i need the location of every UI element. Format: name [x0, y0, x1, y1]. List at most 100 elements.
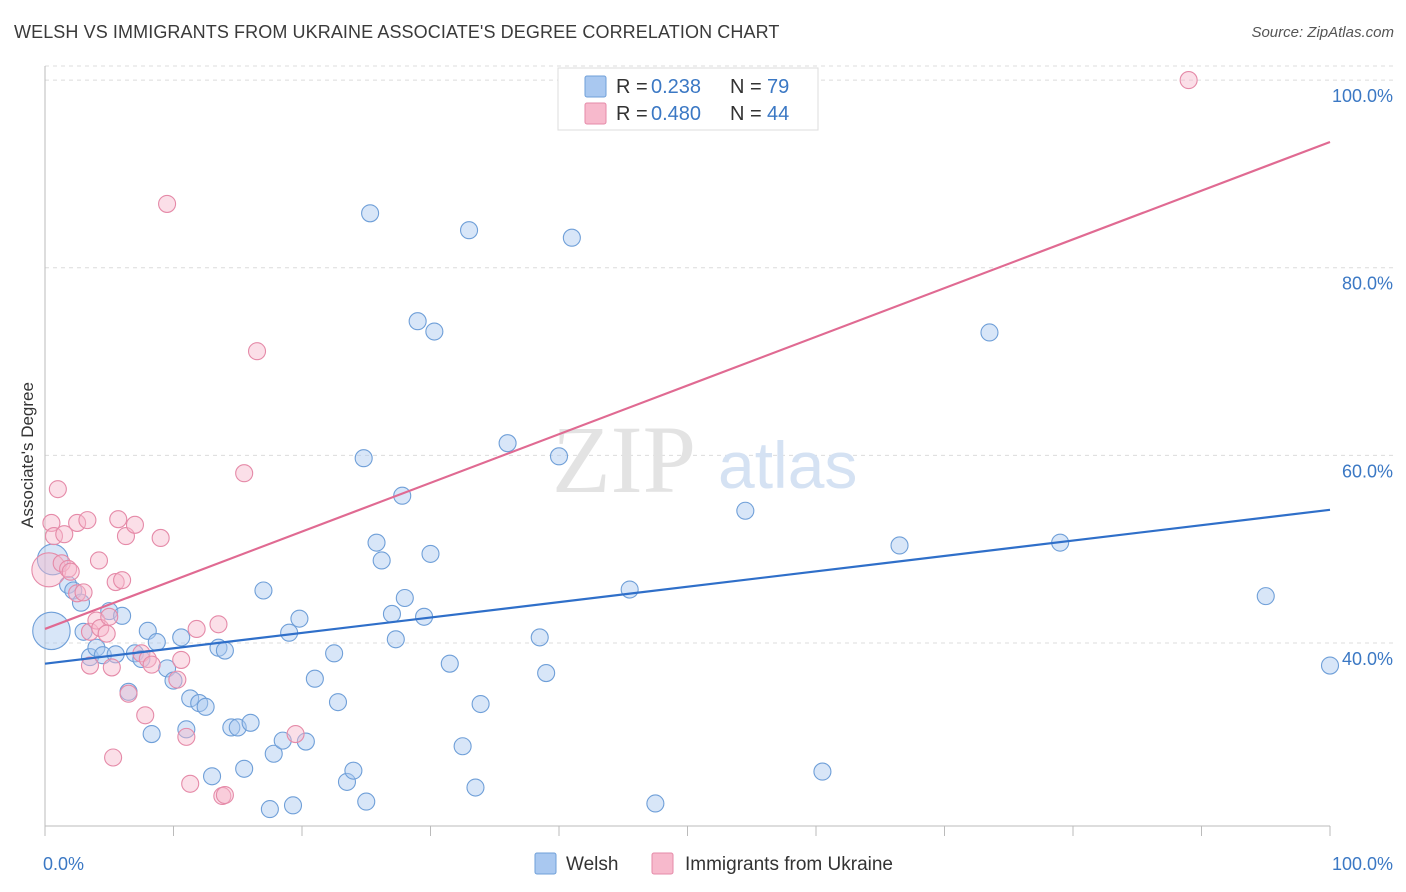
point-series-0-11 — [113, 606, 132, 625]
point-series-1-25 — [119, 684, 138, 703]
legend-n-value-welsh: 79 — [767, 76, 789, 98]
watermark-atlas: atlas — [718, 428, 857, 502]
point-series-1-7 — [61, 562, 80, 581]
point-series-0-72 — [890, 536, 909, 555]
point-series-0-71 — [813, 762, 832, 781]
y-axis-label: Associate's Degree — [18, 382, 37, 528]
point-series-0-46 — [357, 792, 376, 811]
point-series-1-40 — [215, 785, 234, 805]
point-series-0-21 — [177, 720, 196, 739]
point-series-1-26 — [125, 515, 144, 534]
chart-title: WELSH VS IMMIGRANTS FROM UKRAINE ASSOCIA… — [14, 22, 780, 42]
point-series-0-76 — [1320, 656, 1340, 675]
point-series-1-13 — [80, 656, 100, 675]
series-legend-label-ukraine: Immigrants from Ukraine — [685, 854, 893, 875]
point-series-1-8 — [68, 584, 87, 603]
point-series-1-33 — [168, 670, 187, 689]
point-series-0-20 — [172, 628, 191, 647]
point-series-0-59 — [453, 737, 472, 756]
point-series-0-66 — [549, 447, 569, 466]
point-series-0-38 — [290, 609, 309, 628]
point-series-0-30 — [235, 759, 254, 778]
point-series-0-16 — [142, 724, 161, 744]
legend-swatch-ukraine — [584, 102, 607, 125]
point-series-0-49 — [372, 551, 391, 570]
point-series-0-65 — [537, 664, 556, 683]
point-series-0-63 — [498, 434, 517, 453]
point-series-1-19 — [102, 658, 121, 677]
point-series-1-22 — [109, 510, 128, 529]
point-series-0-17 — [147, 633, 166, 652]
trend-line-series-1 — [44, 140, 1331, 630]
point-series-0-58 — [440, 654, 459, 673]
point-series-1-0 — [31, 552, 67, 588]
point-series-0-48 — [367, 533, 386, 552]
y-tick-label-1: 60.0% — [1342, 461, 1393, 481]
point-series-0-43 — [337, 772, 357, 791]
x-tick-labels: 0.0% 100.0% — [43, 854, 1393, 874]
point-series-0-0 — [32, 611, 71, 651]
point-series-0-40 — [305, 669, 324, 688]
legend-r-label-welsh: R = — [616, 76, 648, 98]
series-legend: Welsh Immigrants from Ukraine — [534, 852, 893, 875]
point-series-1-30 — [142, 655, 161, 674]
point-series-1-23 — [113, 571, 132, 590]
watermark-zip: ZIP — [552, 406, 696, 513]
legend-r-value-welsh: 0.238 — [651, 76, 701, 98]
point-series-0-22 — [181, 689, 200, 708]
y-tick-label-2: 80.0% — [1342, 274, 1393, 294]
point-series-0-68 — [620, 580, 639, 599]
point-series-0-73 — [980, 323, 999, 342]
point-series-1-42 — [247, 342, 267, 361]
point-series-0-62 — [471, 694, 490, 714]
point-series-1-41 — [235, 464, 254, 483]
point-series-1-11 — [78, 511, 97, 530]
point-series-1-31 — [151, 528, 170, 548]
point-series-1-9 — [68, 513, 87, 532]
point-series-0-25 — [203, 767, 222, 786]
series-legend-swatch-welsh — [534, 852, 557, 875]
series-legend-swatch-ukraine — [651, 852, 674, 875]
point-series-1-6 — [59, 559, 78, 578]
trend-line-series-0 — [44, 508, 1331, 665]
legend-n-label-welsh: N = — [730, 76, 762, 98]
point-series-0-27 — [215, 641, 234, 660]
point-series-0-37 — [283, 796, 303, 815]
point-series-1-36 — [181, 774, 200, 793]
point-series-1-18 — [100, 607, 119, 626]
point-series-0-14 — [132, 649, 151, 669]
legend-n-label-ukraine: N = — [730, 103, 762, 125]
point-series-0-45 — [354, 449, 373, 468]
point-series-1-43 — [286, 724, 305, 744]
point-series-0-41 — [325, 644, 344, 663]
point-series-0-57 — [425, 322, 444, 341]
y-tick-label-0: 40.0% — [1342, 649, 1393, 669]
correlation-legend: R = 0.238 N = 79 R = 0.480 N = 44 — [557, 67, 819, 131]
point-series-0-7 — [87, 638, 106, 657]
point-series-0-67 — [562, 228, 581, 247]
point-series-0-34 — [264, 744, 283, 763]
axes — [44, 66, 1331, 836]
source-label: Source: ZipAtlas.com — [1251, 24, 1394, 41]
point-series-1-44 — [1179, 71, 1198, 90]
point-series-1-5 — [55, 525, 74, 544]
point-series-1-3 — [48, 480, 67, 499]
x-tick-label-1: 100.0% — [1332, 854, 1393, 874]
legend-n-value-ukraine: 44 — [767, 103, 789, 125]
point-series-0-28 — [222, 718, 241, 737]
grid-lines — [45, 65, 1395, 644]
point-series-1-35 — [177, 727, 196, 746]
point-series-1-10 — [74, 583, 93, 602]
point-series-0-47 — [361, 204, 380, 223]
point-series-1-32 — [158, 194, 177, 213]
data-points — [31, 71, 1340, 819]
point-series-0-60 — [459, 221, 479, 240]
point-series-0-50 — [382, 604, 402, 624]
point-series-0-39 — [296, 732, 315, 751]
point-series-1-17 — [97, 624, 116, 643]
point-series-1-28 — [136, 706, 155, 725]
point-series-0-54 — [408, 312, 427, 331]
point-series-1-37 — [187, 619, 206, 639]
point-series-0-70 — [736, 501, 755, 520]
legend-r-value-ukraine: 0.480 — [651, 103, 701, 125]
